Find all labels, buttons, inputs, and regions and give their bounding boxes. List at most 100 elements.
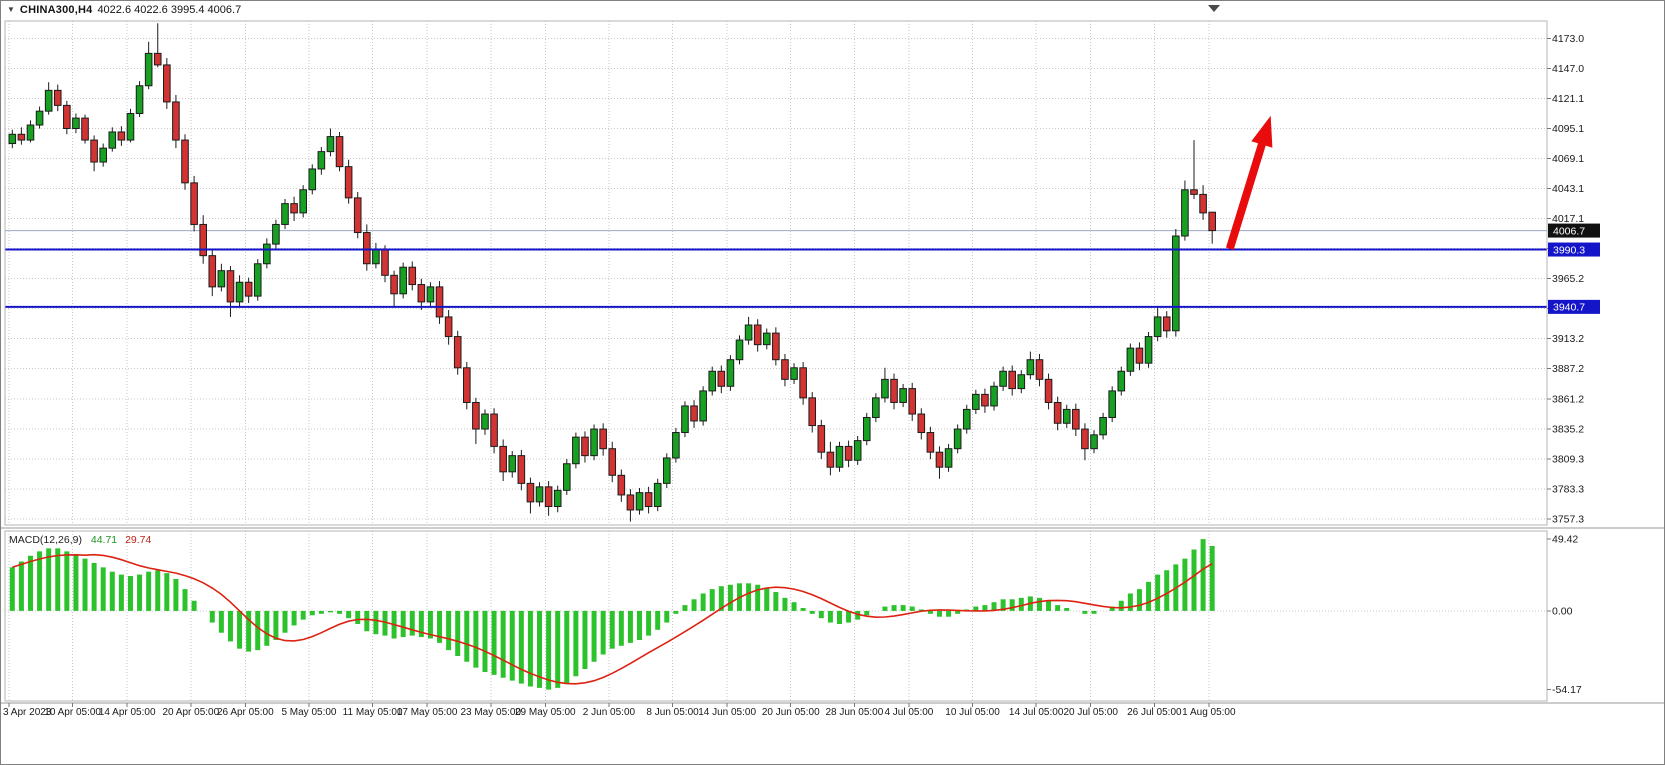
candle-down xyxy=(444,316,453,338)
candle-up xyxy=(317,151,326,170)
macd-plot-frame xyxy=(4,530,1548,702)
candle-down xyxy=(499,445,507,473)
candle-up xyxy=(653,482,662,508)
candle-down xyxy=(1053,401,1062,424)
candle-up xyxy=(1062,408,1071,424)
candle-up xyxy=(1108,390,1116,418)
time-tick-label: 11 May 05:00 xyxy=(343,707,403,718)
candle-up xyxy=(572,436,580,465)
candle-up xyxy=(108,131,117,149)
candle-up xyxy=(962,408,971,430)
candle-down xyxy=(17,133,26,141)
candle-up xyxy=(899,388,907,403)
candle-up xyxy=(672,432,680,459)
macd-signal-line xyxy=(12,553,1213,685)
candle-down xyxy=(799,367,807,399)
candle-down xyxy=(617,474,626,496)
candle-down xyxy=(844,445,853,461)
candle-up xyxy=(735,339,744,361)
time-tick-label: 20 Jul 05:00 xyxy=(1063,707,1118,718)
time-tick-label: 3 Apr 2023 xyxy=(3,707,52,718)
price-tick-label: 3835.2 xyxy=(1552,423,1584,435)
candle-down xyxy=(1162,316,1171,332)
price-tick-label: 3861.2 xyxy=(1552,393,1584,405)
candle-down xyxy=(626,494,635,511)
candle-up xyxy=(126,112,135,141)
candle-up xyxy=(44,89,53,112)
svg-text:3940.7: 3940.7 xyxy=(1553,302,1585,314)
candle-down xyxy=(435,286,444,318)
candle-up xyxy=(1153,316,1162,338)
candle-down xyxy=(1035,359,1044,380)
macd-histogram xyxy=(9,539,1215,690)
candle-up xyxy=(426,286,435,303)
time-tick-label: 26 Apr 05:00 xyxy=(217,707,274,718)
price-tick-label: 3783.3 xyxy=(1552,483,1584,495)
candle-up xyxy=(217,270,226,288)
candle-down xyxy=(690,405,698,422)
candle-down xyxy=(544,486,553,508)
candle-up xyxy=(590,428,598,457)
candle-down xyxy=(1208,211,1216,232)
price-tick-label: 3809.3 xyxy=(1552,453,1584,465)
time-tick-label: 14 Jul 05:00 xyxy=(1009,707,1064,718)
time-tick-label: 2 Jun 05:00 xyxy=(583,707,636,718)
candle-up xyxy=(1181,189,1189,237)
candle-down xyxy=(917,413,926,434)
price-axis: 4173.0 4147.0 4121.1 4095.1 4069.1 4043.1 4017… xyxy=(1547,33,1584,696)
candle-down xyxy=(935,451,944,468)
hline-price-tag: 3940.7 xyxy=(1548,299,1600,314)
symbol-label: CHINA300,H4 xyxy=(19,4,93,16)
candle-up xyxy=(272,223,280,245)
candle-down xyxy=(353,197,362,234)
candles-layer xyxy=(8,23,1216,522)
candle-down xyxy=(199,223,207,257)
candle-down xyxy=(1199,193,1207,214)
candle-up xyxy=(553,489,562,508)
macd-tick-label: 49.42 xyxy=(1552,534,1578,546)
price-tick-label: 4121.1 xyxy=(1552,93,1584,105)
candle-up xyxy=(135,85,144,114)
candle-up xyxy=(944,448,953,468)
candle-up xyxy=(1172,235,1180,332)
candle-down xyxy=(63,104,71,130)
candle-up xyxy=(681,405,689,434)
candle-down xyxy=(599,428,607,450)
candle-up xyxy=(263,243,271,265)
price-tick-label: 3887.2 xyxy=(1552,363,1584,375)
candle-up xyxy=(26,124,35,141)
candle-down xyxy=(644,492,653,508)
candle-down xyxy=(753,324,762,346)
chart-shift-marker[interactable] xyxy=(1208,5,1220,12)
candle-down xyxy=(163,64,171,103)
candle-down xyxy=(908,388,917,415)
candle-up xyxy=(1099,416,1107,436)
candle-down xyxy=(181,139,189,184)
candle-up xyxy=(726,359,735,387)
price-tick-label: 4069.1 xyxy=(1552,153,1584,165)
candle-up xyxy=(835,445,844,468)
candle-down xyxy=(472,401,480,430)
candle-down xyxy=(90,139,98,163)
candle-down xyxy=(808,397,817,427)
candle-up xyxy=(744,324,753,341)
candle-down xyxy=(381,249,389,276)
candle-down xyxy=(390,274,398,295)
trend-arrow-shaft[interactable] xyxy=(1225,137,1268,250)
candle-up xyxy=(999,370,1007,387)
time-tick-label: 14 Apr 05:00 xyxy=(99,707,156,718)
time-tick-label: 29 May 05:00 xyxy=(515,707,576,718)
time-tick-label: 17 May 05:00 xyxy=(397,707,458,718)
price-tick-label: 3757.3 xyxy=(1552,513,1584,525)
candle-up xyxy=(8,133,17,145)
symbol-dropdown-icon[interactable]: ▼ xyxy=(7,5,15,14)
candle-up xyxy=(790,367,798,380)
candle-down xyxy=(890,378,898,403)
price-tick-label: 3913.2 xyxy=(1552,333,1584,345)
candle-up xyxy=(953,428,962,450)
time-tick-label: 10 Apr 05:00 xyxy=(44,707,101,718)
candle-down xyxy=(453,336,462,369)
